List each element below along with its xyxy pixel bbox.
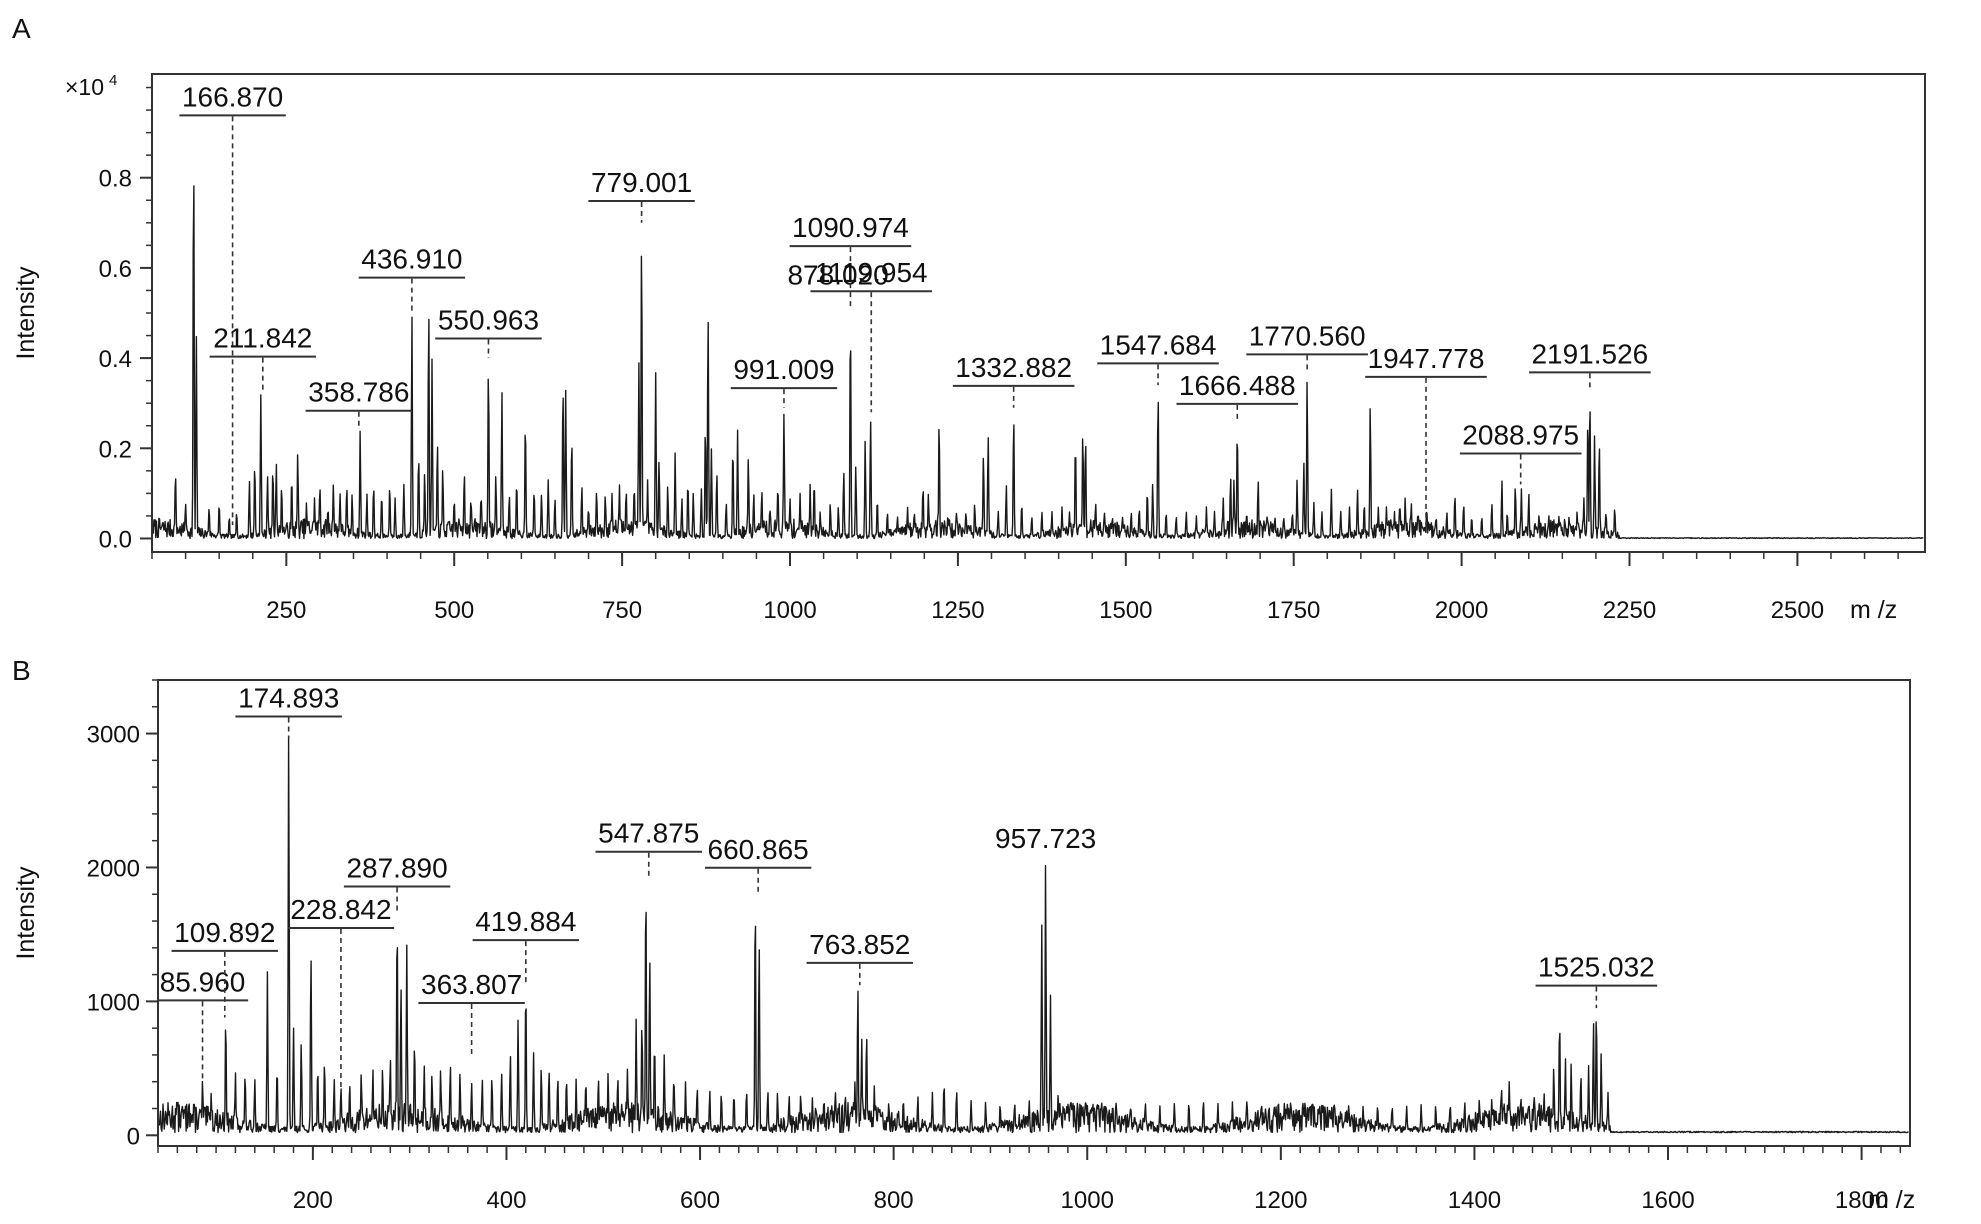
peak-label: 660.865: [708, 834, 809, 865]
y-multiplier-exponent: 4: [109, 72, 117, 89]
spectrum-panel-a: 250 500 750 1000 1250 1500 1750 2000 2250 2500 m /…: [12, 72, 1926, 624]
x-tick-label: 1400: [1448, 1187, 1501, 1214]
peak-label: 1525.032: [1538, 952, 1655, 983]
peak-label: 547.875: [598, 818, 699, 849]
y-tick-label: 0.6: [99, 256, 132, 283]
peak-label: 287.890: [346, 853, 447, 884]
peak-label: 957.723: [995, 823, 1096, 854]
peak-label: 1119.954: [815, 257, 928, 288]
peak-label: 779.001: [591, 167, 692, 198]
peak-label: 436.910: [361, 244, 462, 275]
peak-label: 363.807: [421, 969, 522, 1000]
y-tick-label: 3000: [87, 722, 140, 749]
spectrum-trace-b: [158, 737, 1909, 1134]
x-tick-label: 1500: [1099, 597, 1152, 624]
plot-frame-b: [157, 679, 1911, 1147]
panel-letter-b: B: [12, 655, 31, 686]
peak-label: 550.963: [438, 305, 539, 336]
x-axis-title-a: m /z: [1850, 596, 1897, 624]
peak-label: 2191.526: [1531, 338, 1648, 369]
peak-label: 211.842: [213, 323, 312, 354]
spectrum-trace-a: [152, 185, 1924, 540]
y-tick-label: 0: [127, 1123, 140, 1150]
peak-label: 2088.975: [1462, 420, 1579, 451]
peak-label: 1770.560: [1249, 320, 1366, 351]
x-tick-label: 2250: [1603, 597, 1656, 624]
peak-label: 1332.882: [955, 352, 1072, 383]
peak-label: 1947.778: [1368, 343, 1485, 374]
y-tick-label: 2000: [87, 855, 140, 882]
peak-label: 878.020: [787, 259, 888, 290]
x-tick-label: 250: [266, 597, 306, 624]
x-tick-label: 1800: [1835, 1187, 1888, 1214]
peak-label: 85.960: [160, 966, 246, 997]
x-tick-label: 1200: [1254, 1187, 1307, 1214]
x-tick-label: 500: [434, 597, 474, 624]
peak-label: 991.009: [733, 354, 834, 385]
peak-label: 228.842: [290, 894, 391, 925]
x-tick-label: 2500: [1771, 597, 1824, 624]
peak-label: 1666.488: [1179, 370, 1296, 401]
x-tick-label: 2000: [1435, 597, 1488, 624]
x-axis-title-b: m /z: [1868, 1186, 1915, 1214]
x-tick-label: 750: [602, 597, 642, 624]
y-axis-title-b: Intensity: [12, 866, 40, 960]
y-tick-label: 0.0: [99, 526, 132, 553]
y-tick-label: 0.4: [99, 346, 132, 373]
peak-label: 1090.974: [792, 212, 909, 243]
x-tick-label: 1000: [763, 597, 816, 624]
peak-label: 763.852: [809, 929, 910, 960]
peak-label: 109.892: [174, 917, 275, 948]
peak-label: 419.884: [475, 906, 576, 937]
y-tick-label: 1000: [87, 989, 140, 1016]
x-tick-label: 800: [874, 1187, 914, 1214]
peak-label: 358.786: [308, 377, 409, 408]
x-tick-label: 1250: [931, 597, 984, 624]
x-tick-label: 1750: [1267, 597, 1320, 624]
y-tick-label: 0.2: [99, 436, 132, 463]
y-tick-label: 0.8: [99, 166, 132, 193]
y-multiplier-label: ×10: [65, 74, 104, 100]
x-tick-label: 600: [680, 1187, 720, 1214]
x-tick-label: 1000: [1061, 1187, 1114, 1214]
peak-label: 1547.684: [1100, 329, 1217, 360]
x-tick-label: 400: [486, 1187, 526, 1214]
peak-label: 166.870: [182, 81, 283, 112]
panel-letter-a: A: [12, 13, 31, 44]
y-axis-title-a: Intensity: [12, 266, 40, 360]
peak-label: 174.893: [238, 682, 339, 713]
x-tick-label: 1600: [1641, 1187, 1694, 1214]
x-tick-label: 200: [293, 1187, 333, 1214]
